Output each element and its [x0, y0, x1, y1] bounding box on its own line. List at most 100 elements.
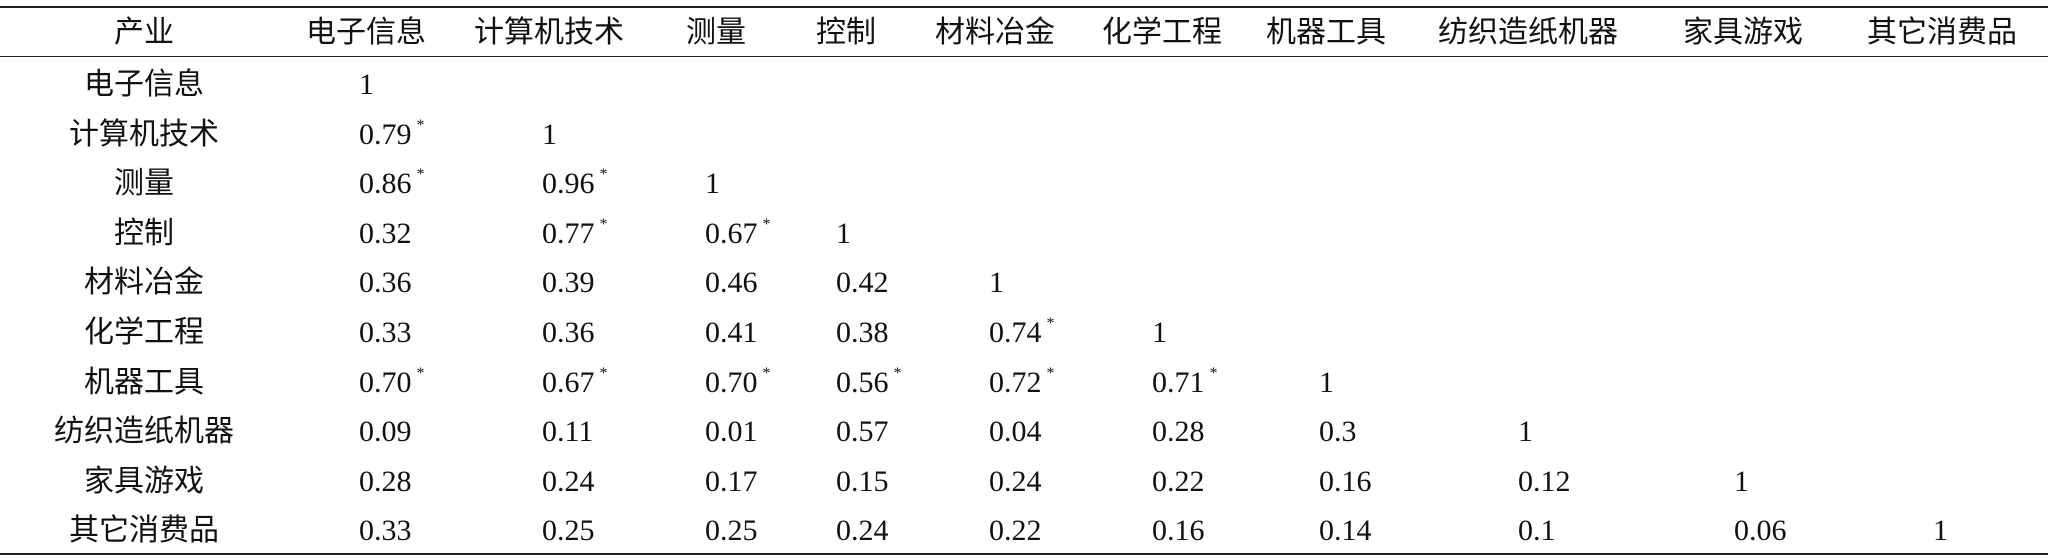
significance-mark: * — [599, 364, 608, 382]
cell: 0.17 — [705, 464, 758, 498]
cell: 0.36 — [359, 266, 412, 300]
header-cell: 机器工具 — [1266, 16, 1386, 49]
cell: 0.33 — [359, 316, 412, 349]
cell: 0.25 — [542, 514, 595, 548]
row-label: 家具游戏 — [84, 464, 204, 498]
row-label: 电子信息 — [84, 68, 204, 101]
cell: 0.79 * — [359, 116, 425, 151]
cell: 0.32 — [359, 216, 412, 250]
header-cell: 电子信息 — [306, 16, 426, 49]
cell: 0.15 — [836, 464, 889, 498]
cell: 0.57 — [836, 415, 889, 449]
cell: 0.14 — [1319, 514, 1372, 548]
significance-mark: * — [1046, 315, 1055, 332]
cell: 0.77 * — [542, 215, 608, 250]
cell: 0.56 * — [836, 364, 902, 399]
cell: 0.01 — [705, 415, 758, 449]
cell: 1 — [989, 266, 1004, 300]
cell-value: 0.77 — [542, 216, 595, 250]
significance-mark: * — [893, 364, 902, 382]
cell: 1 — [836, 216, 851, 250]
header-cell: 测量 — [686, 16, 746, 49]
cell-value: 0.72 — [989, 365, 1042, 399]
cell-value: 0.79 — [359, 117, 412, 151]
cell: 0.96 * — [542, 166, 608, 201]
cell: 0.3 — [1319, 415, 1357, 449]
cell-value: 0.71 — [1152, 365, 1205, 399]
bottom-rule — [0, 553, 2048, 555]
cell: 0.22 — [1152, 464, 1205, 498]
cell: 1 — [1933, 514, 1948, 548]
cell: 0.42 — [836, 266, 889, 300]
cell: 1 — [1152, 316, 1167, 349]
cell: 0.33 — [359, 514, 412, 548]
cell: 0.74 * — [989, 315, 1055, 349]
row-label: 计算机技术 — [69, 117, 219, 151]
cell: 1 — [705, 167, 720, 201]
cell-value: 0.67 — [705, 216, 758, 250]
cell: 0.1 — [1518, 514, 1556, 548]
cell: 0.86 * — [359, 166, 425, 201]
cell-value: 0.56 — [836, 365, 889, 399]
cell: 0.24 — [542, 464, 595, 498]
cell: 0.16 — [1319, 464, 1372, 498]
cell: 0.09 — [359, 415, 412, 449]
cell: 0.38 — [836, 316, 889, 349]
significance-mark: * — [1209, 364, 1218, 382]
header-rule — [0, 56, 2048, 57]
cell: 0.25 — [705, 514, 758, 548]
cell: 0.71 * — [1152, 364, 1218, 399]
significance-mark: * — [599, 215, 608, 233]
row-label: 其它消费品 — [69, 514, 219, 548]
cell: 1 — [542, 117, 557, 151]
row-label: 机器工具 — [84, 365, 204, 399]
cell: 0.28 — [359, 464, 412, 498]
header-cell: 计算机技术 — [474, 16, 624, 49]
cell: 0.24 — [989, 464, 1042, 498]
cell: 0.04 — [989, 415, 1042, 449]
cell-value: 0.96 — [542, 167, 595, 201]
cell-value: 0.70 — [705, 365, 758, 399]
top-rule — [0, 6, 2048, 8]
cell: 0.41 — [705, 316, 758, 349]
significance-mark: * — [762, 215, 771, 233]
cell: 0.39 — [542, 266, 595, 300]
cell: 1 — [1319, 365, 1334, 399]
cell: 0.16 — [1152, 514, 1205, 548]
row-label: 材料冶金 — [84, 266, 204, 300]
row-label: 控制 — [114, 216, 174, 250]
significance-mark: * — [416, 116, 425, 134]
row-label: 纺织造纸机器 — [54, 415, 234, 449]
row-label: 测量 — [114, 167, 174, 201]
cell-value: 0.86 — [359, 167, 412, 201]
header-cell: 家具游戏 — [1683, 16, 1803, 49]
cell: 0.06 — [1734, 514, 1787, 548]
cell: 1 — [1518, 415, 1533, 449]
significance-mark: * — [599, 166, 608, 184]
cell: 0.46 — [705, 266, 758, 300]
cell: 0.67 * — [705, 215, 771, 250]
header-cell: 纺织造纸机器 — [1438, 16, 1618, 49]
significance-mark: * — [762, 364, 771, 382]
cell: 0.36 — [542, 316, 595, 349]
cell: 1 — [1734, 464, 1749, 498]
cell: 0.11 — [542, 415, 594, 449]
cell-value: 0.70 — [359, 365, 412, 399]
cell: 0.12 — [1518, 464, 1571, 498]
significance-mark: * — [1046, 364, 1055, 382]
cell: 1 — [359, 68, 374, 101]
cell: 0.70 * — [359, 365, 425, 399]
cell-value: 0.74 — [989, 316, 1042, 349]
cell: 0.28 — [1152, 415, 1205, 449]
cell: 0.70 * — [705, 364, 771, 399]
cell: 0.67 * — [542, 364, 608, 398]
cell: 0.72 * — [989, 364, 1055, 399]
header-cell: 产业 — [114, 16, 174, 49]
header-cell: 其它消费品 — [1867, 16, 2017, 49]
significance-mark: * — [416, 166, 425, 184]
header-cell: 材料冶金 — [935, 16, 1055, 49]
cell: 0.22 — [989, 514, 1042, 548]
cell: 0.24 — [836, 514, 889, 548]
header-cell: 控制 — [816, 16, 876, 49]
